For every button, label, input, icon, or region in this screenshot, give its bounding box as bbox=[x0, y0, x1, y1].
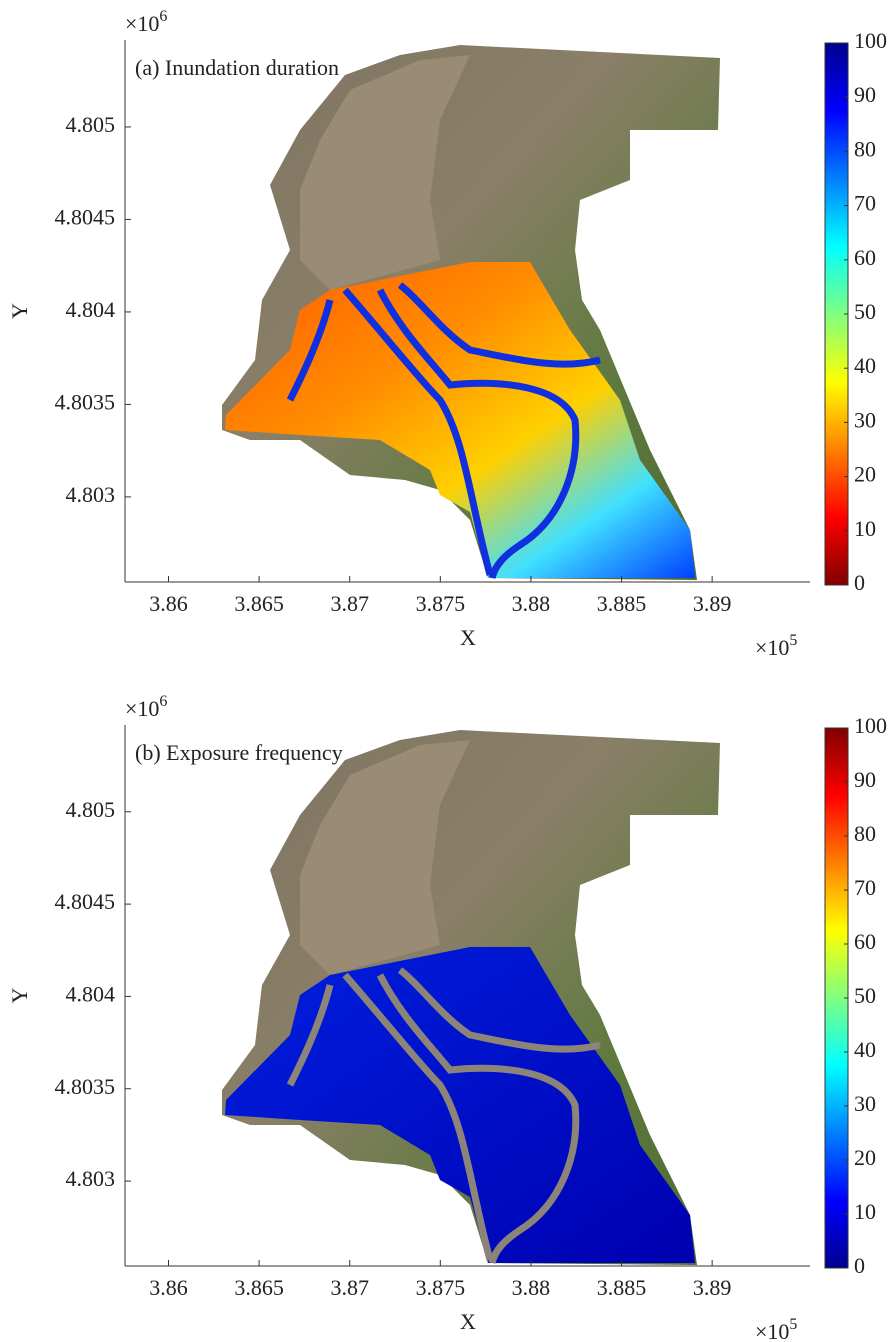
colorbar-tick-label: 50 bbox=[854, 983, 876, 1008]
x-tick-label: 3.89 bbox=[693, 591, 732, 616]
colorbar-tick-label: 20 bbox=[854, 1145, 876, 1170]
x-tick-label: 3.865 bbox=[234, 1275, 284, 1300]
y-multiplier-base: ×10 bbox=[125, 11, 159, 36]
y-tick-label: 4.8045 bbox=[55, 889, 116, 914]
x-axis-label: X bbox=[460, 1309, 476, 1334]
panel: 3.86 3.865 3.87 3.875 3.88 3.885 3.89 4.803 4.80… bbox=[7, 693, 887, 1342]
y-tick-label: 4.805 bbox=[66, 797, 116, 822]
x-tick-label: 3.875 bbox=[416, 1275, 466, 1300]
colorbar-tick-label: 70 bbox=[854, 875, 876, 900]
x-tick-label: 3.885 bbox=[597, 1275, 647, 1300]
figure: 3.863.8653.873.8753.883.8853.894.8034.80… bbox=[0, 0, 895, 1342]
colorbar-tick-label: 40 bbox=[854, 353, 876, 378]
x-tick-label: 3.86 bbox=[149, 591, 188, 616]
x-tick-label: 3.87 bbox=[330, 591, 369, 616]
y-multiplier-exponent: 6 bbox=[159, 8, 167, 25]
colorbar-tick-label: 80 bbox=[854, 821, 876, 846]
y-tick-label: 4.803 bbox=[66, 1166, 116, 1191]
colorbar-tick-label: 10 bbox=[854, 516, 876, 541]
x-tick-label: 3.885 bbox=[597, 591, 647, 616]
colorbar-tick-label: 70 bbox=[854, 191, 876, 216]
colorbar-tick-label: 30 bbox=[854, 1091, 876, 1116]
y-axis-label: Y bbox=[7, 303, 32, 319]
x-tick-label: 3.88 bbox=[512, 1275, 551, 1300]
y-tick-label: 4.8035 bbox=[55, 1074, 116, 1099]
colorbar-tick-label: 10 bbox=[854, 1199, 876, 1224]
y-tick-label: 4.803 bbox=[66, 482, 116, 507]
colorbar-tick-label: 60 bbox=[854, 245, 876, 270]
x-multiplier-base: ×10 bbox=[755, 635, 789, 660]
x-tick-label: 3.87 bbox=[330, 1275, 369, 1300]
colorbar-tick-label: 20 bbox=[854, 462, 876, 487]
map-image bbox=[222, 45, 720, 580]
y-tick-label: 4.8045 bbox=[55, 204, 116, 229]
panel-title: (a) Inundation duration bbox=[135, 55, 339, 80]
y-tick-label: 4.804 bbox=[66, 297, 116, 322]
x-tick-label: 3.865 bbox=[234, 591, 284, 616]
x-multiplier: ×105 bbox=[755, 1316, 797, 1342]
y-multiplier: ×106 bbox=[125, 8, 167, 36]
y-multiplier-base: ×10 bbox=[125, 696, 159, 721]
y-axis-label: Y bbox=[7, 987, 32, 1003]
colorbar-tick-label: 50 bbox=[854, 299, 876, 324]
colorbar-tick-label: 30 bbox=[854, 407, 876, 432]
x-tick-label: 3.86 bbox=[149, 1275, 188, 1300]
colorbar-tick-label: 0 bbox=[854, 570, 865, 595]
x-axis-label: X bbox=[460, 625, 476, 650]
colorbar-tick-label: 100 bbox=[854, 28, 887, 53]
colorbar-tick-label: 60 bbox=[854, 929, 876, 954]
panel-title: (b) Exposure frequency bbox=[135, 740, 343, 765]
panel: 3.86 3.865 3.87 3.875 3.88 3.885 3.89 4.803 4.80… bbox=[7, 8, 887, 660]
y-tick-label: 4.8035 bbox=[55, 389, 116, 414]
x-multiplier-exponent: 5 bbox=[789, 1316, 797, 1333]
x-tick-label: 3.875 bbox=[416, 591, 466, 616]
colorbar-tick-label: 90 bbox=[854, 767, 876, 792]
map-image bbox=[222, 730, 720, 1265]
x-tick-label: 3.89 bbox=[693, 1275, 732, 1300]
colorbar-tick-label: 100 bbox=[854, 713, 887, 738]
colorbar-tick-label: 40 bbox=[854, 1037, 876, 1062]
y-multiplier-exponent: 6 bbox=[159, 693, 167, 710]
x-multiplier: ×105 bbox=[755, 632, 797, 660]
x-tick-label: 3.88 bbox=[512, 591, 551, 616]
colorbar-tick-label: 90 bbox=[854, 82, 876, 107]
colorbar-tick-label: 0 bbox=[854, 1253, 865, 1278]
x-multiplier-base: ×10 bbox=[755, 1319, 789, 1342]
y-tick-label: 4.804 bbox=[66, 981, 116, 1006]
colorbar-tick-label: 80 bbox=[854, 136, 876, 161]
y-tick-label: 4.805 bbox=[66, 112, 116, 137]
x-multiplier-exponent: 5 bbox=[789, 632, 797, 649]
y-multiplier: ×106 bbox=[125, 693, 167, 721]
